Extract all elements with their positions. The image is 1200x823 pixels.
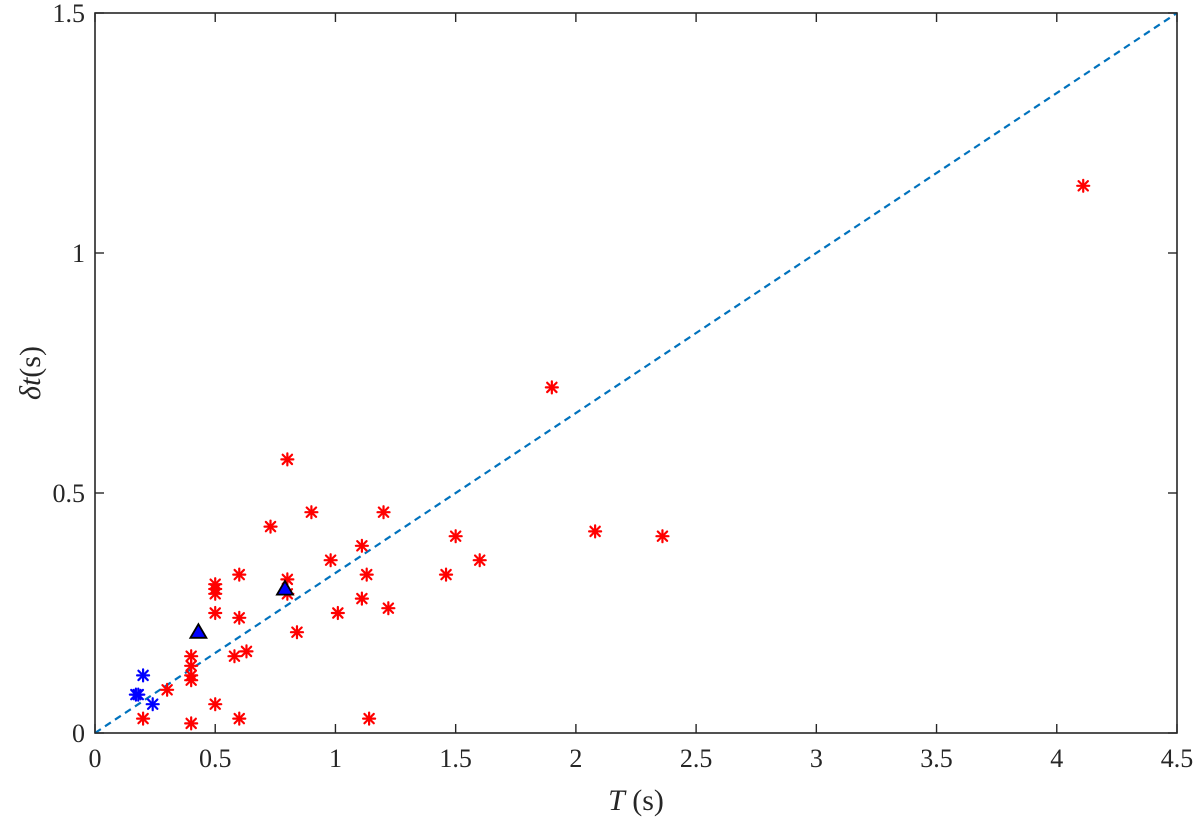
data-point bbox=[376, 505, 391, 520]
x-tick-label: 0.5 bbox=[199, 744, 232, 773]
y-axis-label-var: δt bbox=[14, 377, 47, 400]
data-point bbox=[184, 649, 199, 664]
data-point bbox=[330, 605, 345, 621]
x-tick-label: 3.5 bbox=[920, 744, 953, 773]
data-point-triangle bbox=[188, 622, 208, 639]
data-point bbox=[448, 529, 463, 544]
y-tick-label: 1 bbox=[72, 239, 85, 268]
data-point bbox=[280, 452, 295, 467]
data-point bbox=[232, 610, 247, 625]
data-point bbox=[227, 649, 242, 664]
data-point bbox=[131, 687, 146, 702]
x-tick-label: 4 bbox=[1050, 744, 1063, 773]
data-points-layer bbox=[128, 178, 1091, 731]
data-point bbox=[1076, 178, 1091, 193]
data-point bbox=[354, 538, 369, 553]
data-point bbox=[232, 567, 247, 582]
x-tick-label: 1.5 bbox=[439, 744, 472, 773]
data-point bbox=[289, 625, 305, 640]
data-point bbox=[160, 682, 175, 697]
x-tick-label: 3 bbox=[810, 744, 823, 773]
data-point bbox=[263, 519, 278, 534]
y-axis-label: δt(s) bbox=[14, 346, 47, 400]
data-point bbox=[323, 553, 338, 568]
y-tick-label: 1.5 bbox=[53, 0, 86, 28]
data-point bbox=[135, 711, 151, 726]
data-point bbox=[232, 711, 247, 726]
x-tick-label: 2 bbox=[569, 744, 582, 773]
data-point-triangle bbox=[275, 579, 295, 596]
plot-frame bbox=[94, 12, 1178, 734]
data-point bbox=[438, 567, 454, 582]
y-axis-label-unit: (s) bbox=[14, 346, 47, 378]
data-point bbox=[362, 711, 377, 726]
data-point bbox=[145, 697, 160, 712]
data-point bbox=[304, 505, 319, 520]
x-axis-label: T (s) bbox=[608, 784, 664, 817]
x-tick-label: 2.5 bbox=[680, 744, 713, 773]
data-point bbox=[381, 601, 396, 616]
ticks-layer: 0 0.5 1 1.5 2 2.5 3 3.5 4 4.5 0 0.5 1 1.5 bbox=[53, 0, 1194, 773]
y-tick-label: 0.5 bbox=[53, 479, 86, 508]
data-point bbox=[208, 697, 223, 712]
data-point bbox=[588, 524, 603, 539]
reference-line bbox=[94, 12, 1178, 734]
x-axis-label-unit: (s) bbox=[625, 784, 664, 817]
axis-labels-layer: T (s) δt(s) bbox=[14, 346, 664, 817]
x-axis-label-var: T bbox=[608, 784, 627, 817]
data-point bbox=[472, 553, 487, 568]
x-tick-label: 4.5 bbox=[1161, 744, 1194, 773]
x-tick-label: 1 bbox=[329, 744, 342, 773]
axes-box bbox=[94, 12, 1178, 734]
data-point bbox=[184, 716, 199, 731]
data-point bbox=[354, 591, 369, 606]
y-tick-label: 0 bbox=[72, 719, 85, 748]
data-point bbox=[208, 577, 223, 592]
data-point bbox=[208, 605, 223, 621]
data-point bbox=[239, 644, 254, 659]
data-point bbox=[135, 668, 151, 683]
data-point bbox=[359, 567, 374, 582]
data-point bbox=[655, 529, 670, 544]
data-point bbox=[544, 380, 559, 395]
x-tick-label: 0 bbox=[89, 744, 102, 773]
reference-line-layer bbox=[94, 12, 1178, 734]
